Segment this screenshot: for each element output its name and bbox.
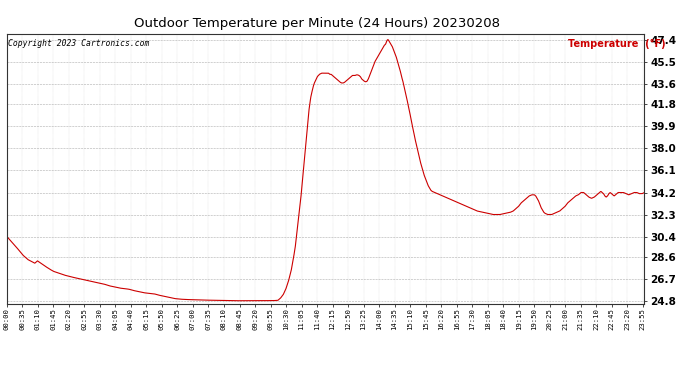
Text: Copyright 2023 Cartronics.com: Copyright 2023 Cartronics.com xyxy=(8,39,149,48)
Text: Temperature  (°F): Temperature (°F) xyxy=(568,39,666,49)
Text: Outdoor Temperature per Minute (24 Hours) 20230208: Outdoor Temperature per Minute (24 Hours… xyxy=(135,17,500,30)
